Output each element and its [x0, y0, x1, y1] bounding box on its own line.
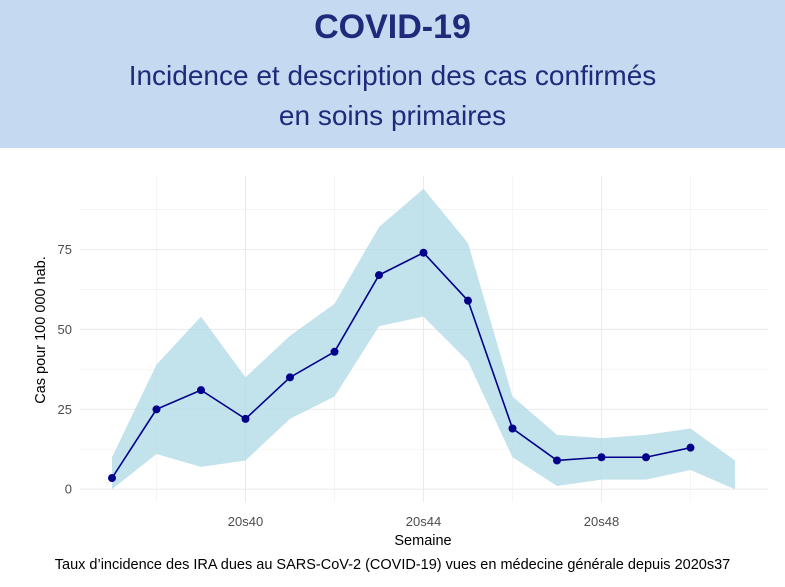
subtitle-line-1: Incidence et description des cas confirm…: [128, 60, 657, 91]
x-tick-label: 20s48: [584, 514, 619, 529]
page-title: COVID-19: [314, 8, 471, 46]
y-tick-label: 50: [58, 322, 72, 337]
data-point: [419, 248, 428, 257]
y-axis-title: Cas pour 100 000 hab.: [33, 256, 49, 404]
y-tick-label: 25: [58, 402, 72, 417]
data-point: [330, 347, 339, 356]
chart-caption: Taux d’incidence des IRA dues au SARS-Co…: [54, 557, 731, 573]
y-tick-label: 0: [65, 482, 72, 497]
x-axis-title: Semaine: [394, 533, 451, 548]
x-tick-label: 20s40: [228, 514, 263, 529]
data-point: [597, 453, 606, 462]
data-point: [108, 474, 116, 483]
data-point: [686, 443, 695, 452]
x-axis-ticks: 20s40 20s44 20s48: [228, 514, 619, 529]
data-point: [642, 453, 650, 462]
incidence-line: [111, 251, 691, 479]
x-tick-label: 20s44: [406, 514, 441, 529]
data-point: [375, 271, 383, 280]
y-axis-ticks: 0 25 50 75: [58, 242, 72, 497]
page-subtitle: Incidence et description des cas confirm…: [0, 56, 785, 136]
data-point: [464, 296, 472, 305]
incidence-chart: 0 25 50 75 20s40 20s44 20s48 Semaine Cas pour…: [33, 176, 768, 548]
data-point: [508, 424, 517, 433]
data-point: [553, 456, 561, 465]
data-point: [286, 373, 294, 382]
data-points: [108, 248, 695, 483]
data-point: [241, 414, 250, 423]
confidence-band: [112, 188, 735, 490]
data-point: [197, 386, 205, 395]
y-tick-label: 75: [58, 242, 72, 257]
data-point: [152, 405, 161, 414]
subtitle-line-2: en soins primaires: [278, 100, 507, 131]
header-banner: COVID-19 Incidence et description des ca…: [0, 0, 785, 148]
